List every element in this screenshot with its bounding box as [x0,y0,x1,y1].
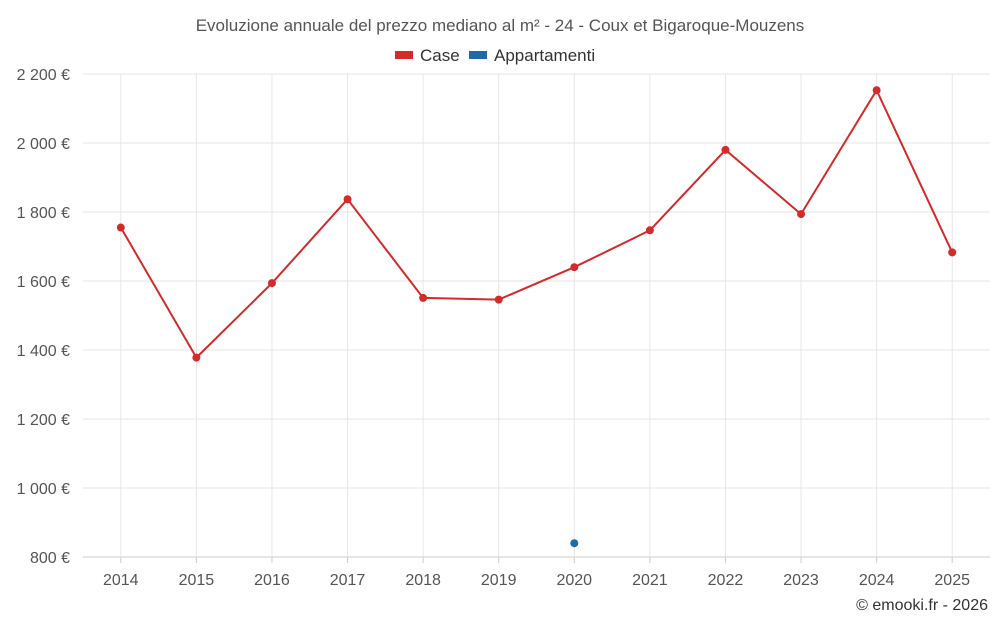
legend-swatch-case [395,51,413,59]
data-point-case-2024[interactable] [872,86,881,95]
y-tick-label: 1 400 € [17,343,70,360]
data-point-case-2023[interactable] [797,210,806,219]
legend-label-case: Case [420,46,460,65]
series-line-case [119,88,954,360]
x-tick-label: 2023 [783,572,819,589]
y-tick-label: 1 000 € [17,481,70,498]
x-axis-labels: 2014 2015 2016 2017 2018 2019 2020 2021 2022 2023… [103,572,970,589]
x-tick-label: 2021 [632,572,668,589]
data-point-case-2021[interactable] [645,226,654,235]
x-tick-label: 2018 [405,572,441,589]
legend[interactable]: Case Appartamenti [395,46,595,65]
x-tick-label: 2016 [254,572,290,589]
series-case [116,86,957,362]
data-point-case-2016[interactable] [267,279,276,288]
data-point-case-2014[interactable] [116,223,125,232]
x-tick-label: 2014 [103,572,139,589]
chart-title: Evoluzione annuale del prezzo mediano al… [196,16,805,35]
series-appartamenti [570,539,579,548]
y-tick-label: 1 800 € [17,205,70,222]
y-tick-label: 1 600 € [17,274,70,291]
gridlines [83,73,990,563]
y-axis-labels: 800 € 1 000 € 1 200 € 1 400 € 1 600 € 1 800 €… [17,67,70,567]
legend-item-case[interactable]: Case [395,46,460,65]
y-tick-label: 800 € [30,550,70,567]
x-tick-label: 2017 [330,572,366,589]
credit-text: © emooki.fr - 2026 [856,597,988,614]
x-tick-label: 2024 [859,572,895,589]
x-tick-label: 2019 [481,572,517,589]
data-point-case-2020[interactable] [570,263,579,272]
y-tick-label: 2 200 € [17,67,70,84]
data-point-appartamenti-2020[interactable] [570,539,579,548]
data-point-case-2017[interactable] [343,195,352,204]
data-point-case-2025[interactable] [948,248,957,257]
series-layer [116,86,957,548]
y-tick-label: 2 000 € [17,136,70,153]
legend-item-appartamenti[interactable]: Appartamenti [469,46,595,65]
data-point-case-2022[interactable] [721,145,730,154]
data-point-case-2019[interactable] [494,295,503,304]
data-point-case-2015[interactable] [192,353,201,362]
legend-label-appartamenti: Appartamenti [494,46,595,65]
x-tick-label: 2022 [708,572,744,589]
x-tick-label: 2025 [934,572,970,589]
y-tick-label: 1 200 € [17,412,70,429]
data-point-case-2018[interactable] [419,293,428,302]
legend-swatch-appartamenti [469,51,487,59]
x-tick-label: 2015 [179,572,215,589]
x-tick-label: 2020 [556,572,592,589]
